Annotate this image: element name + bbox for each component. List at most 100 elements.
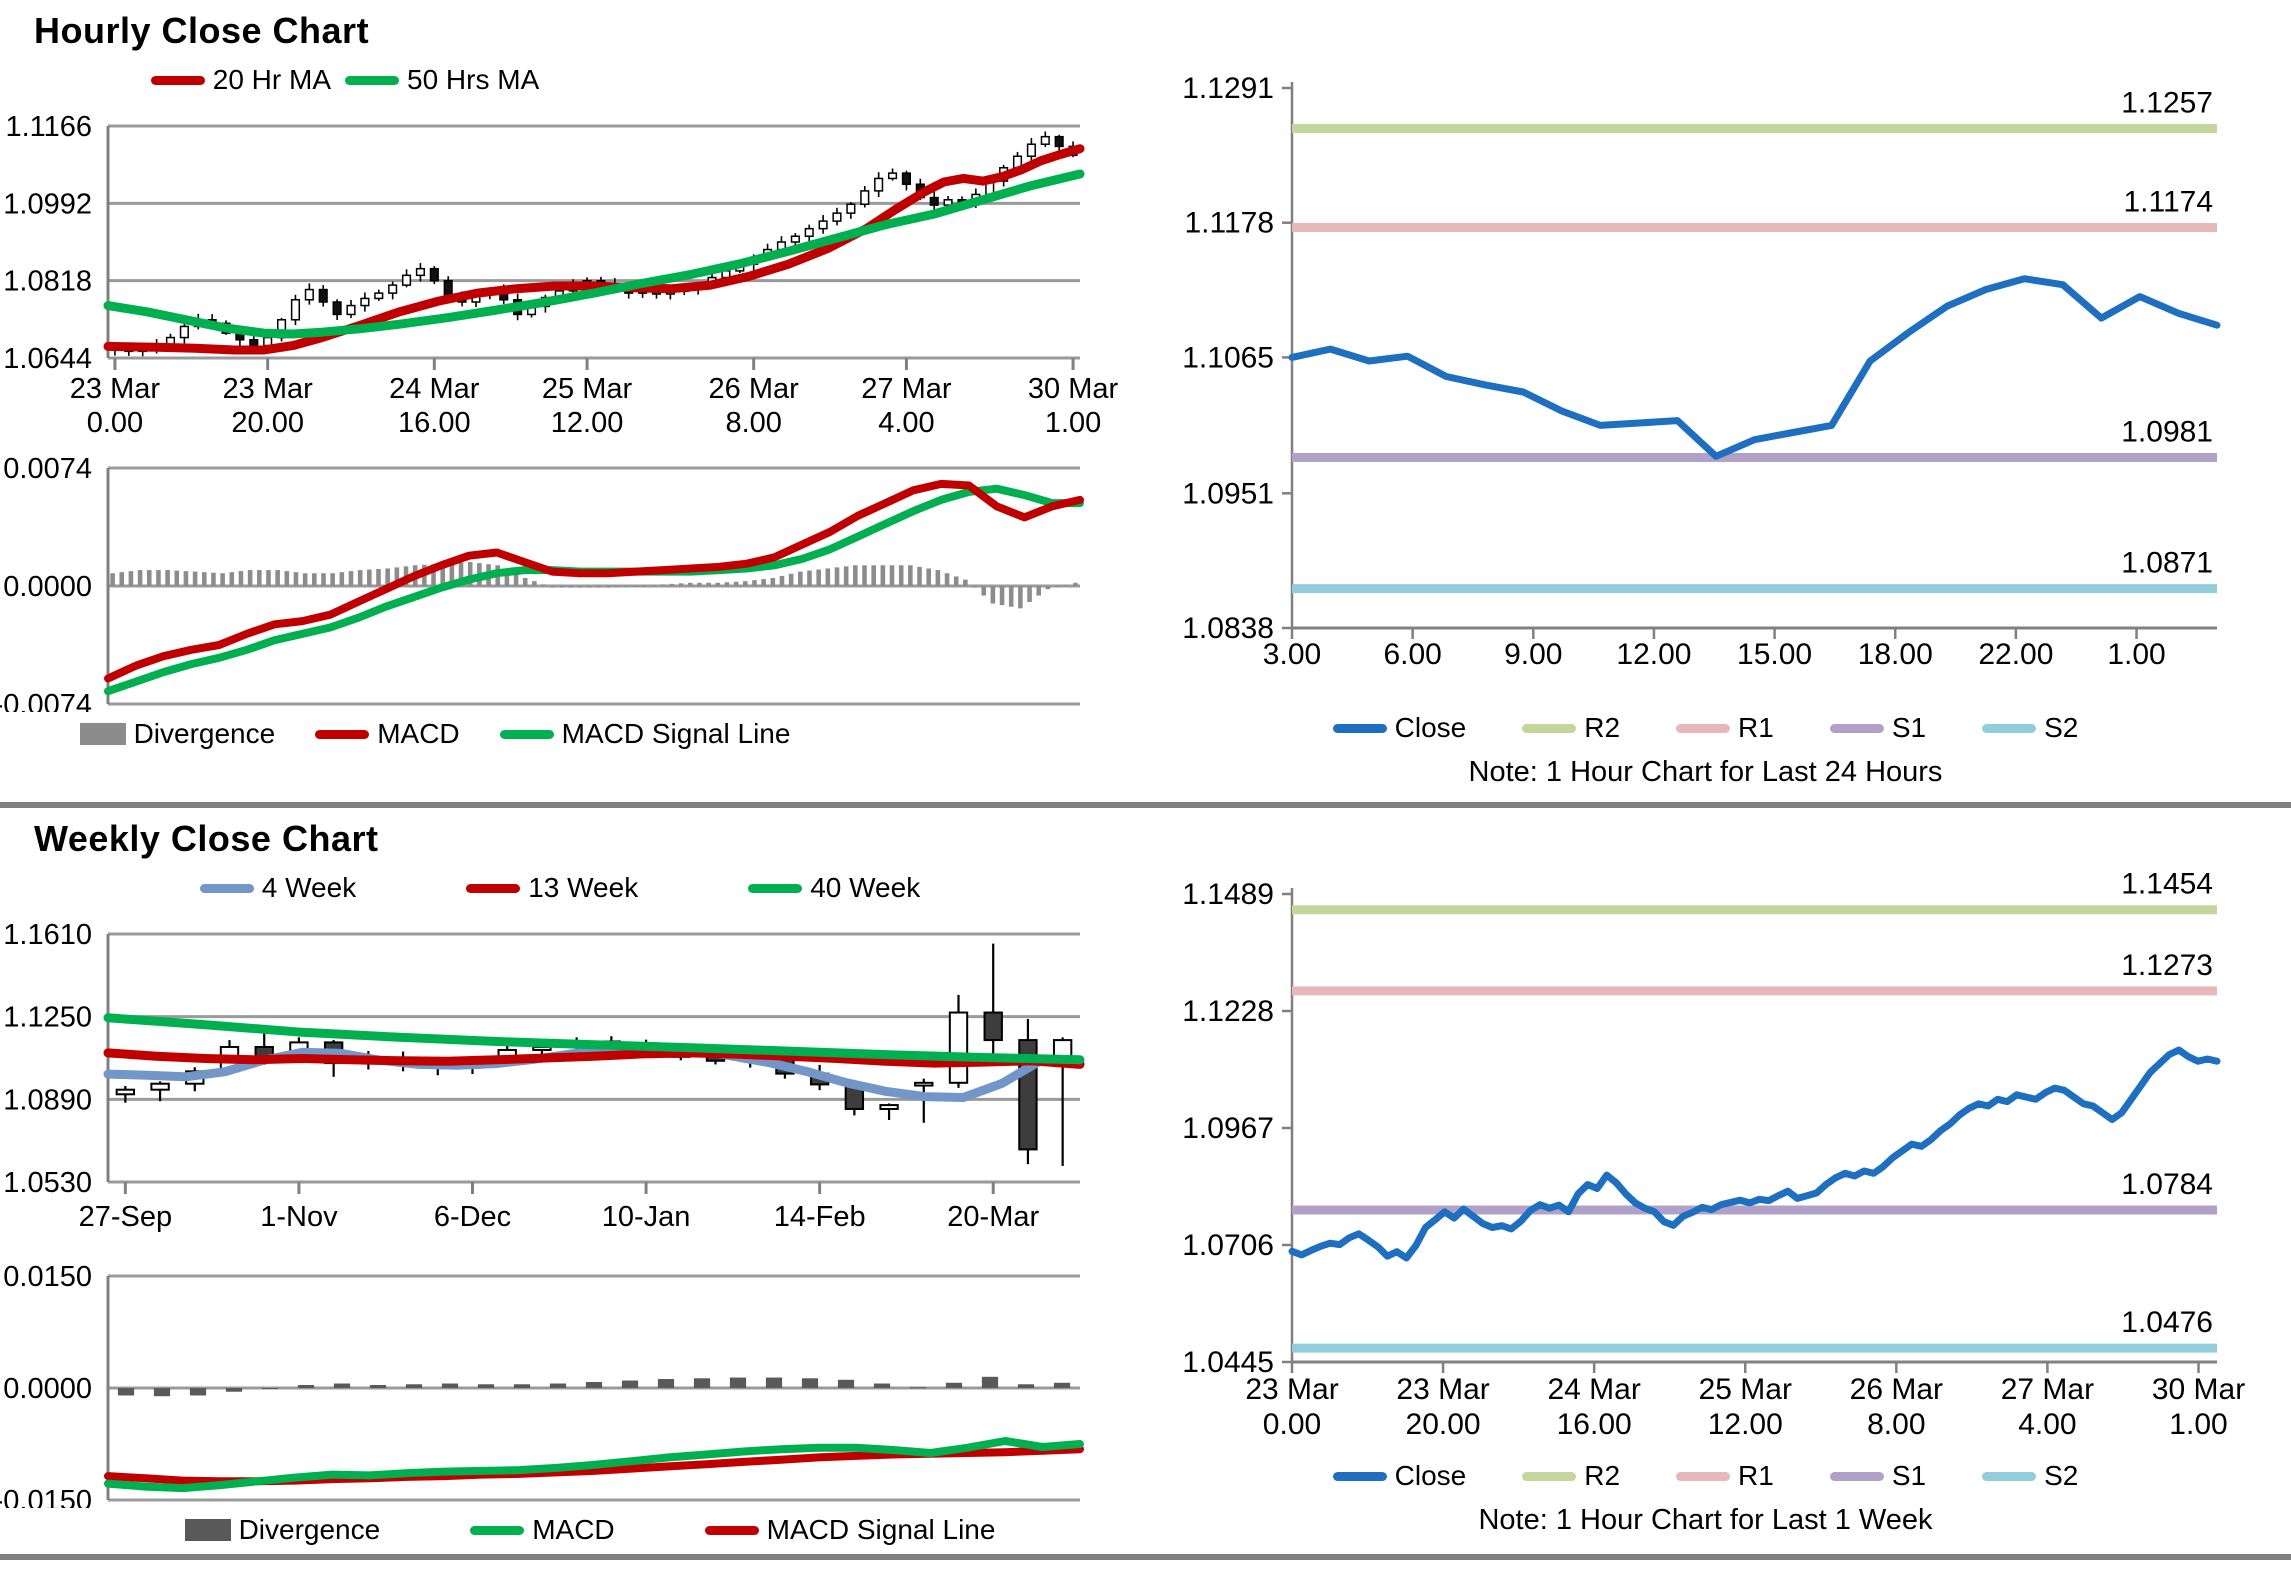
- svg-text:1.0784: 1.0784: [2121, 1168, 2213, 1201]
- hourly-section: Hourly Close Chart 20 Hr MA 50 Hrs MA 1.…: [0, 0, 2291, 788]
- svg-text:16.00: 16.00: [1557, 1408, 1632, 1441]
- divergence-swatch-icon: [79, 723, 126, 745]
- svg-text:23 Mar: 23 Mar: [223, 373, 314, 405]
- svg-text:12.00: 12.00: [551, 407, 624, 439]
- svg-text:8.00: 8.00: [725, 407, 781, 439]
- svg-text:1.00: 1.00: [2107, 638, 2165, 671]
- legend-item: R1: [1676, 1460, 1774, 1492]
- close-swatch-icon: [1332, 723, 1387, 733]
- svg-text:15.00: 15.00: [1737, 638, 1812, 671]
- hourly-title: Hourly Close Chart: [34, 10, 370, 51]
- legend-label: 20 Hr MA: [212, 64, 331, 95]
- legend-item: S2: [1982, 1460, 2078, 1492]
- svg-text:18.00: 18.00: [1858, 638, 1933, 671]
- svg-text:25 Mar: 25 Mar: [542, 373, 633, 405]
- ma40wk-swatch-icon: [748, 883, 803, 893]
- svg-text:14-Feb: 14-Feb: [774, 1201, 866, 1233]
- legend-label: R2: [1584, 712, 1621, 743]
- svg-text:4.00: 4.00: [878, 407, 934, 439]
- svg-text:0.0000: 0.0000: [3, 1373, 92, 1405]
- svg-text:30 Mar: 30 Mar: [2152, 1373, 2245, 1406]
- svg-text:8.00: 8.00: [1867, 1408, 1925, 1441]
- s2-swatch-icon: [1982, 1471, 2037, 1481]
- ma50-swatch-icon: [345, 75, 399, 85]
- legend-label: R1: [1738, 1460, 1774, 1491]
- legend-label: MACD Signal Line: [561, 718, 791, 749]
- legend-label: MACD: [377, 718, 460, 749]
- r1-swatch-icon: [1676, 1471, 1731, 1481]
- weekly-pivot-legend: Close R2 R1 S1 S2: [1120, 1454, 2291, 1498]
- svg-text:1.00: 1.00: [2169, 1408, 2227, 1441]
- svg-text:0.0074: 0.0074: [3, 454, 92, 485]
- svg-text:1.1610: 1.1610: [3, 919, 92, 951]
- svg-text:1.0644: 1.0644: [3, 343, 92, 375]
- svg-text:26 Mar: 26 Mar: [1850, 1373, 1943, 1406]
- macd-swatch-icon: [315, 729, 370, 739]
- weekly-left-column: Weekly Close Chart 4 Week 13 Week 40 Wee…: [0, 808, 1120, 1552]
- svg-text:0.0000: 0.0000: [3, 571, 92, 603]
- weekly-price-legend: 4 Week 13 Week 40 Week: [0, 866, 1120, 910]
- svg-text:1.0818: 1.0818: [3, 266, 92, 298]
- svg-text:23 Mar: 23 Mar: [1396, 1373, 1489, 1406]
- svg-text:1.1489: 1.1489: [1182, 878, 1274, 911]
- legend-label: S2: [2044, 1460, 2079, 1491]
- legend-item: Divergence: [79, 718, 276, 750]
- svg-text:20-Mar: 20-Mar: [947, 1201, 1039, 1233]
- svg-text:1.0992: 1.0992: [3, 188, 92, 220]
- svg-text:1.1065: 1.1065: [1182, 341, 1274, 374]
- legend-item: R2: [1522, 1460, 1620, 1492]
- svg-text:10-Jan: 10-Jan: [602, 1201, 691, 1233]
- legend-item: Close: [1332, 712, 1466, 744]
- svg-text:4.00: 4.00: [2018, 1408, 2076, 1441]
- legend-label: 40 Week: [810, 872, 921, 903]
- r2-swatch-icon: [1522, 1471, 1577, 1481]
- legend-label: MACD Signal Line: [766, 1514, 996, 1545]
- legend-item: MACD: [470, 1514, 615, 1546]
- svg-text:1.1257: 1.1257: [2121, 87, 2213, 120]
- legend-item: 13 Week: [466, 872, 638, 904]
- legend-item: S1: [1829, 1460, 1926, 1492]
- svg-text:1.0530: 1.0530: [3, 1167, 92, 1199]
- svg-text:25 Mar: 25 Mar: [1699, 1373, 1792, 1406]
- legend-label: Divergence: [133, 718, 276, 749]
- svg-text:6-Dec: 6-Dec: [434, 1201, 511, 1233]
- legend-label: Close: [1394, 1460, 1467, 1491]
- svg-text:1.0951: 1.0951: [1182, 477, 1274, 510]
- svg-text:1.1273: 1.1273: [2121, 949, 2213, 982]
- hourly-macd-legend: Divergence MACD MACD Signal Line: [0, 712, 1120, 756]
- s1-swatch-icon: [1829, 1471, 1884, 1481]
- svg-text:1.1178: 1.1178: [1184, 207, 1274, 240]
- svg-text:1.0981: 1.0981: [2121, 416, 2213, 449]
- divergence-swatch-icon: [184, 1519, 231, 1541]
- weekly-section: Weekly Close Chart 4 Week 13 Week 40 Wee…: [0, 808, 2291, 1552]
- hourly-pivot-legend: Close R2 R1 S1 S2: [1120, 706, 2291, 750]
- svg-text:27 Mar: 27 Mar: [861, 373, 952, 405]
- macd-signal-swatch-icon: [499, 729, 554, 739]
- svg-text:22.00: 22.00: [1978, 638, 2053, 671]
- svg-text:1.0706: 1.0706: [1182, 1229, 1274, 1262]
- weekly-note: Note: 1 Hour Chart for Last 1 Week: [1478, 1504, 1933, 1536]
- hourly-price-legend: 20 Hr MA 50 Hrs MA: [0, 58, 1120, 102]
- legend-label: 13 Week: [528, 872, 639, 903]
- svg-text:26 Mar: 26 Mar: [709, 373, 800, 405]
- svg-text:30 Mar: 30 Mar: [1028, 373, 1119, 405]
- legend-item: Close: [1332, 1460, 1467, 1492]
- svg-text:12.00: 12.00: [1708, 1408, 1783, 1441]
- legend-item: MACD: [315, 718, 460, 750]
- page-bottom-divider: [0, 1554, 2291, 1560]
- svg-text:0.00: 0.00: [87, 407, 143, 439]
- svg-text:1.0838: 1.0838: [1182, 612, 1274, 645]
- svg-text:1.1174: 1.1174: [2123, 185, 2213, 218]
- legend-item: S1: [1829, 712, 1926, 744]
- svg-text:1.1166: 1.1166: [5, 111, 92, 143]
- s1-swatch-icon: [1829, 723, 1884, 733]
- svg-text:0.0150: 0.0150: [3, 1262, 92, 1293]
- legend-label: MACD: [532, 1514, 615, 1545]
- macd-swatch-icon: [470, 1525, 525, 1535]
- svg-text:0.00: 0.00: [1263, 1408, 1321, 1441]
- hourly-left-column: Hourly Close Chart 20 Hr MA 50 Hrs MA 1.…: [0, 0, 1120, 756]
- legend-item: 4 Week: [199, 872, 356, 904]
- svg-text:1.0967: 1.0967: [1182, 1112, 1274, 1145]
